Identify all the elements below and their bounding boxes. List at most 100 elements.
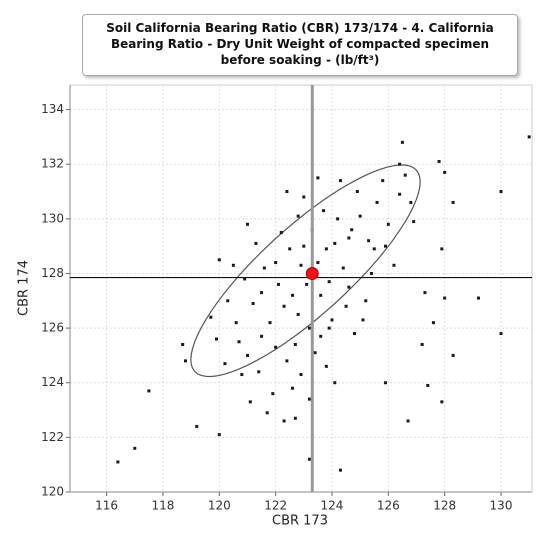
plot-area bbox=[69, 84, 533, 493]
point bbox=[231, 263, 235, 267]
point bbox=[336, 217, 340, 221]
point bbox=[333, 381, 337, 385]
point bbox=[184, 359, 187, 363]
point bbox=[327, 280, 331, 284]
point bbox=[443, 296, 447, 300]
point bbox=[353, 332, 357, 336]
point bbox=[296, 214, 300, 218]
point bbox=[338, 179, 342, 183]
point bbox=[299, 373, 303, 377]
point bbox=[499, 190, 503, 194]
y-tick-label: 120 bbox=[41, 485, 64, 499]
point bbox=[234, 321, 238, 325]
point bbox=[291, 386, 295, 390]
point bbox=[260, 334, 264, 338]
y-tick-label: 134 bbox=[41, 102, 64, 116]
point bbox=[319, 293, 323, 297]
point bbox=[398, 162, 402, 166]
point bbox=[245, 222, 249, 226]
point bbox=[271, 392, 275, 396]
point bbox=[400, 140, 404, 144]
point bbox=[195, 424, 199, 428]
y-tick-label: 128 bbox=[41, 266, 64, 280]
point bbox=[369, 271, 373, 275]
point bbox=[209, 315, 213, 319]
point bbox=[223, 362, 227, 366]
point bbox=[355, 190, 359, 194]
point bbox=[282, 304, 286, 308]
point bbox=[375, 200, 379, 204]
point bbox=[254, 241, 258, 245]
x-tick-label: 130 bbox=[490, 499, 513, 513]
point bbox=[248, 400, 252, 404]
point bbox=[347, 285, 351, 289]
point bbox=[324, 247, 328, 251]
point bbox=[361, 318, 365, 322]
x-tick-label: 118 bbox=[152, 499, 175, 513]
point bbox=[268, 321, 272, 325]
point bbox=[451, 353, 455, 357]
point bbox=[291, 293, 295, 297]
point bbox=[431, 321, 435, 325]
point bbox=[384, 244, 388, 248]
point bbox=[214, 337, 218, 341]
point bbox=[307, 457, 311, 461]
point bbox=[327, 326, 331, 330]
x-tick-label: 128 bbox=[433, 499, 456, 513]
point bbox=[440, 400, 444, 404]
point bbox=[527, 135, 531, 139]
point bbox=[341, 266, 345, 270]
x-tick-label: 120 bbox=[208, 499, 231, 513]
point bbox=[350, 228, 354, 232]
point bbox=[133, 446, 137, 450]
point bbox=[319, 334, 323, 338]
point bbox=[245, 353, 249, 357]
point bbox=[440, 247, 444, 251]
point bbox=[293, 342, 297, 346]
point bbox=[302, 244, 306, 248]
x-tick-label: 124 bbox=[321, 499, 344, 513]
point bbox=[237, 340, 241, 344]
point bbox=[443, 170, 447, 174]
point bbox=[293, 416, 297, 420]
point bbox=[333, 241, 337, 245]
point bbox=[476, 296, 480, 300]
point bbox=[398, 192, 402, 196]
point bbox=[307, 326, 311, 330]
point bbox=[260, 291, 264, 295]
point bbox=[409, 200, 413, 204]
point bbox=[426, 383, 430, 387]
y-tick-label: 132 bbox=[41, 157, 64, 171]
point bbox=[499, 332, 503, 336]
point bbox=[279, 231, 283, 235]
point bbox=[251, 302, 255, 306]
point bbox=[243, 277, 247, 281]
point bbox=[403, 173, 407, 177]
point bbox=[274, 261, 278, 265]
point bbox=[257, 370, 261, 374]
point bbox=[386, 222, 390, 226]
x-tick-label: 126 bbox=[377, 499, 400, 513]
point bbox=[384, 381, 388, 385]
point bbox=[313, 351, 317, 355]
point bbox=[274, 345, 278, 349]
point bbox=[147, 389, 151, 393]
point bbox=[412, 220, 416, 224]
point bbox=[358, 214, 362, 218]
point bbox=[406, 419, 410, 423]
point bbox=[296, 312, 300, 316]
point bbox=[116, 460, 120, 464]
point bbox=[285, 190, 289, 194]
point bbox=[299, 263, 303, 267]
point bbox=[226, 299, 230, 303]
point bbox=[423, 291, 427, 295]
y-tick-label: 126 bbox=[41, 321, 64, 335]
point bbox=[347, 236, 351, 240]
point bbox=[420, 342, 424, 346]
point bbox=[437, 159, 441, 163]
point bbox=[330, 318, 334, 322]
confidence-ellipse bbox=[190, 164, 421, 378]
point bbox=[344, 304, 348, 308]
point bbox=[302, 195, 306, 199]
